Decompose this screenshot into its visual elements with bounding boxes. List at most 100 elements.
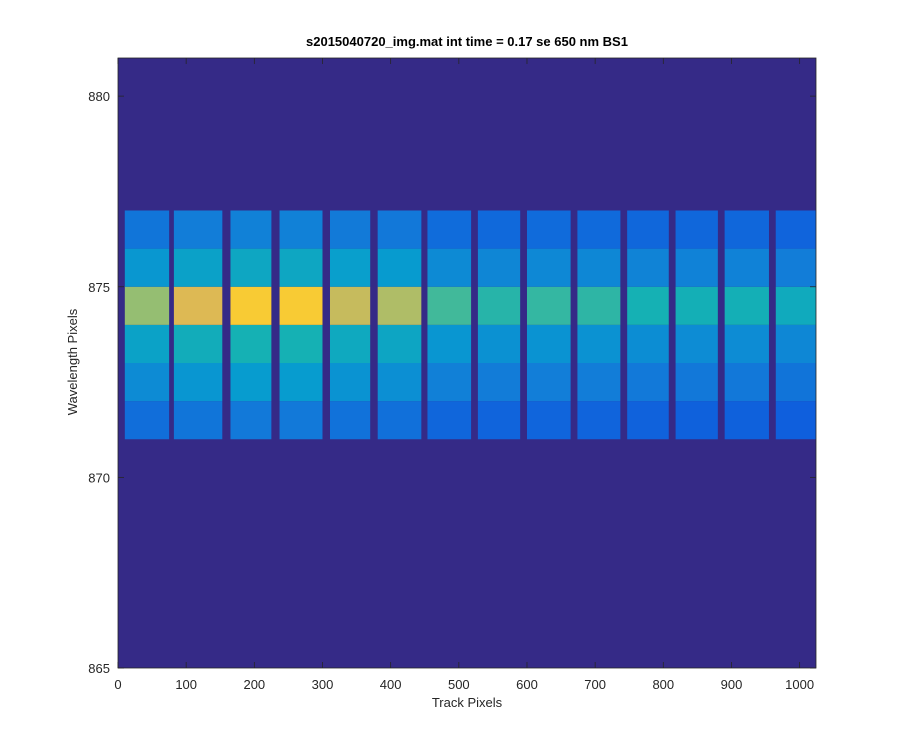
heatmap-cell-13-3: [775, 286, 816, 325]
heatmap-cell-3-5: [279, 210, 323, 249]
heatmap-cell-4-0: [329, 401, 371, 440]
heatmap-cell-4-5: [329, 210, 371, 249]
heatmap-cell-8-0: [526, 401, 571, 440]
heatmap-cell-12-4: [724, 248, 769, 287]
x-tick-label: 900: [721, 677, 743, 692]
heatmap-cell-1-1: [173, 363, 223, 402]
heatmap-cell-11-3: [675, 286, 718, 325]
heatmap-cell-0-4: [124, 248, 170, 287]
heatmap-cell-0-3: [124, 286, 170, 325]
heatmap-cell-7-1: [477, 363, 521, 402]
heatmap-cell-4-2: [329, 324, 371, 363]
heatmap-cell-13-0: [775, 401, 816, 440]
heatmap-cell-9-5: [577, 210, 621, 249]
heatmap-cell-11-1: [675, 363, 718, 402]
chart-title: s2015040720_img.mat int time = 0.17 se 6…: [306, 34, 628, 49]
heatmap-cell-2-0: [230, 401, 272, 440]
y-tick-label: 865: [88, 661, 110, 676]
heatmap-cell-0-1: [124, 363, 170, 402]
heatmap-cell-6-4: [427, 248, 472, 287]
x-axis: 0 100 200 300 400 500 600 700 800 900 1000: [114, 58, 814, 692]
heatmap-cell-1-0: [173, 401, 223, 440]
heatmap-cell-10-2: [627, 324, 669, 363]
heatmap-cell-4-3: [329, 286, 371, 325]
axes-frame: [117, 57, 817, 669]
heatmap-cell-0-0: [124, 401, 170, 440]
y-tick-label: 870: [88, 470, 110, 485]
heatmap-cell-12-1: [724, 363, 769, 402]
heatmap-cell-12-3: [724, 286, 769, 325]
heatmap-cell-2-2: [230, 324, 272, 363]
heatmap-cell-4-1: [329, 363, 371, 402]
heatmap-cell-9-3: [577, 286, 621, 325]
heatmap-cell-2-5: [230, 210, 272, 249]
heatmap-cell-8-2: [526, 324, 571, 363]
heatmap-cell-7-0: [477, 401, 521, 440]
heatmap-cell-8-5: [526, 210, 571, 249]
heatmap-cell-13-1: [775, 363, 816, 402]
heatmap-cell-7-2: [477, 324, 521, 363]
heatmap-cell-2-4: [230, 248, 272, 287]
x-tick-label: 500: [448, 677, 470, 692]
heatmap-cell-11-0: [675, 401, 718, 440]
heatmap-cell-9-2: [577, 324, 621, 363]
heatmap-cell-8-3: [526, 286, 571, 325]
heatmap-cell-9-0: [577, 401, 621, 440]
heatmap-cell-2-3: [230, 286, 272, 325]
heatmap-cell-5-2: [377, 324, 422, 363]
heatmap-cell-0-5: [124, 210, 170, 249]
y-tick-label: 880: [88, 89, 110, 104]
heatmap-cell-3-0: [279, 401, 323, 440]
heatmap-cell-8-4: [526, 248, 571, 287]
heatmap-cell-7-5: [477, 210, 521, 249]
x-tick-label: 400: [380, 677, 402, 692]
y-tick-label: 875: [88, 280, 110, 295]
heatmap-cell-7-3: [477, 286, 521, 325]
x-tick-label: 700: [584, 677, 606, 692]
heatmap-cell-13-5: [775, 210, 816, 249]
heatmap-cell-11-5: [675, 210, 718, 249]
x-tick-label: 1000: [785, 677, 814, 692]
heatmap-cell-6-5: [427, 210, 472, 249]
heatmap-cell-12-2: [724, 324, 769, 363]
heatmap-cell-4-4: [329, 248, 371, 287]
plot-area: [117, 57, 817, 669]
heatmap-cell-9-1: [577, 363, 621, 402]
x-tick-label: 800: [652, 677, 674, 692]
heatmap-cell-13-4: [775, 248, 816, 287]
y-axis-label: Wavelength Pixels: [65, 308, 80, 415]
heatmap-cell-1-3: [173, 286, 223, 325]
heatmap-cell-5-1: [377, 363, 422, 402]
x-tick-label: 0: [114, 677, 121, 692]
heatmap-cell-10-3: [627, 286, 669, 325]
heatmap-cell-1-4: [173, 248, 223, 287]
heatmap-cell-3-4: [279, 248, 323, 287]
heatmap-cell-2-1: [230, 363, 272, 402]
heatmap-cell-10-0: [627, 401, 669, 440]
heatmap-cell-9-4: [577, 248, 621, 287]
heatmap-cell-11-2: [675, 324, 718, 363]
heatmap-cell-6-1: [427, 363, 472, 402]
heatmap-cell-1-2: [173, 324, 223, 363]
x-tick-label: 300: [312, 677, 334, 692]
x-tick-label: 200: [243, 677, 265, 692]
heatmap-cell-5-4: [377, 248, 422, 287]
heatmap-cell-12-0: [724, 401, 769, 440]
heatmap-cell-8-1: [526, 363, 571, 402]
heatmap-cell-11-4: [675, 248, 718, 287]
heatmap-cell-6-2: [427, 324, 472, 363]
heatmap-cell-5-0: [377, 401, 422, 440]
heatmap-cell-10-4: [627, 248, 669, 287]
heatmap-cell-7-4: [477, 248, 521, 287]
heatmap-cell-1-5: [173, 210, 223, 249]
heatmap-cell-3-1: [279, 363, 323, 402]
heatmap-cell-10-1: [627, 363, 669, 402]
heatmap-cell-3-3: [279, 286, 323, 325]
y-axis: 865 870 875 880: [88, 89, 816, 676]
heatmap-cell-12-5: [724, 210, 769, 249]
heatmap-cell-5-5: [377, 210, 422, 249]
heatmap-cell-3-2: [279, 324, 323, 363]
x-tick-label: 600: [516, 677, 538, 692]
x-tick-label: 100: [175, 677, 197, 692]
